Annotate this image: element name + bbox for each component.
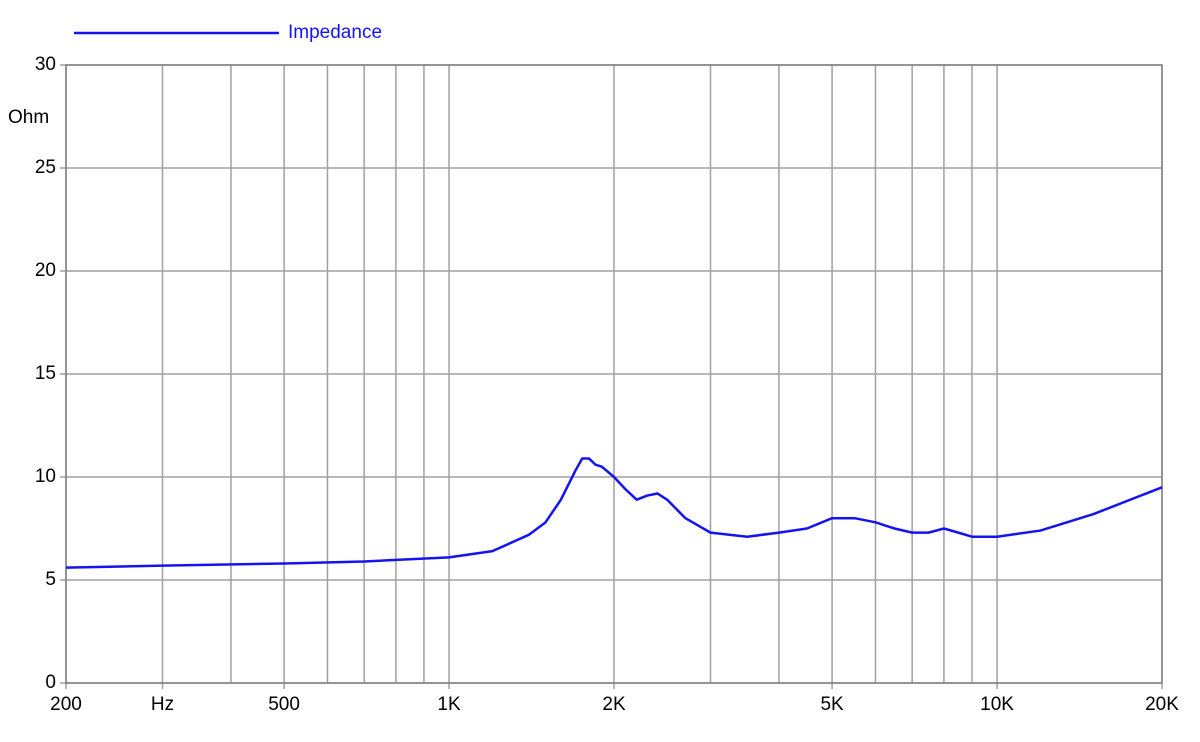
y-tick-label: 30 [35,54,56,75]
y-tick-label: 25 [35,157,56,178]
x-tick-label: 1K [437,694,461,715]
x-tick-label: 20K [1145,694,1179,715]
y-tick-label: 15 [35,363,56,384]
x-tick-label: 500 [268,694,300,715]
x-tick-label: 5K [820,694,844,715]
x-tick-label: 10K [980,694,1014,715]
x-tick-label: 200 [50,694,82,715]
data-line [65,457,1163,569]
y-axis-label: Ohm [8,107,49,128]
plot-frame [65,64,1163,684]
y-tick-label: 10 [35,466,56,487]
y-tick-label: 5 [45,569,56,590]
x-tick-label: Hz [151,694,174,715]
y-tick-label: 0 [45,672,56,693]
x-tick-label: 2K [602,694,626,715]
legend-label: Impedance [288,22,382,43]
y-tick-label: 20 [35,260,56,281]
